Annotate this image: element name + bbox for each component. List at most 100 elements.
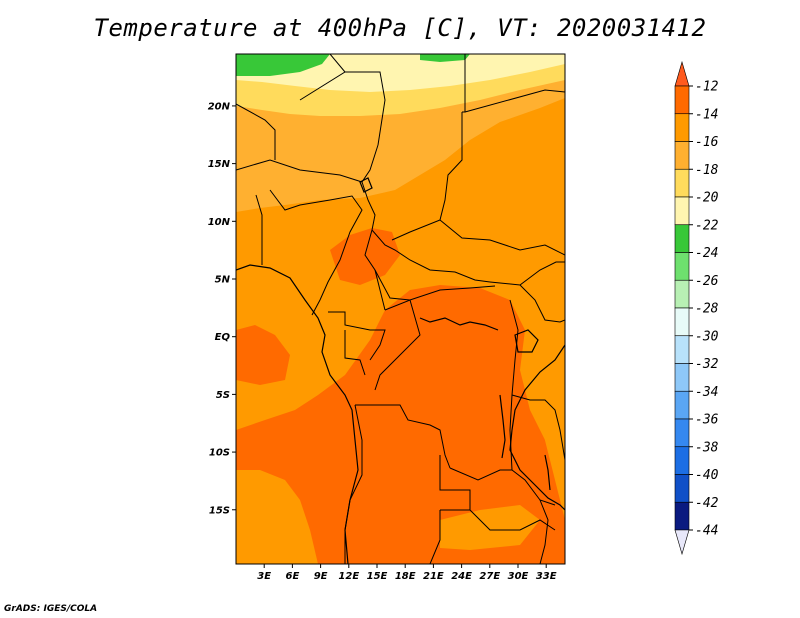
lon-tick-label: 24E	[451, 571, 472, 582]
lake-chad	[359, 177, 373, 193]
country-borders	[236, 54, 565, 564]
border-angola-east	[439, 455, 471, 511]
colorbar-swatch	[674, 85, 690, 115]
colorbar-swatch	[674, 363, 690, 392]
lon-tick-label: 15E	[367, 571, 388, 582]
colorbar-swatch	[674, 474, 690, 503]
border-algeria-niger	[236, 103, 276, 160]
colorbar-label: -24	[695, 246, 718, 261]
border-gabon-south	[344, 330, 366, 376]
lake-victoria	[514, 329, 539, 353]
colorbar-swatch	[674, 141, 690, 170]
colorbar-swatch	[674, 446, 690, 475]
lon-tick-label: 12E	[338, 571, 359, 582]
colorbar-swatch	[674, 113, 690, 142]
border-libya-north	[299, 71, 386, 146]
border-uganda-kenya	[519, 284, 565, 323]
river-congo	[419, 317, 499, 331]
lat-tick-label: EQ	[215, 332, 231, 343]
latitude-axis: 20N 15N 10N 5N EQ 5S 10S 15S	[208, 101, 236, 516]
field-zone-orange-coast	[236, 470, 318, 564]
colorbar-swatch	[674, 335, 690, 364]
field-zone-deep-orange	[236, 285, 565, 564]
lon-tick-label: 33E	[536, 571, 557, 582]
lon-tick-label: 30E	[508, 571, 529, 582]
lat-tick-label: 5S	[216, 390, 230, 401]
colorbar-label: -22	[695, 218, 719, 233]
colorbar-label: -38	[695, 440, 719, 455]
border-congo-gabon	[328, 311, 386, 361]
colorbar-bottom-arrow	[674, 529, 690, 556]
border-benin-togo	[255, 194, 263, 265]
border-car-south	[374, 269, 496, 301]
border-niger-chad	[329, 54, 346, 73]
lat-tick-label: 15N	[208, 159, 231, 170]
border-mozambique	[539, 499, 549, 564]
field-zone-orange-southeast	[440, 505, 540, 550]
colorbar-swatch	[674, 390, 690, 420]
colorbar-label: -14	[695, 107, 718, 122]
border-drc-north	[374, 299, 421, 391]
lon-tick-label: 3E	[257, 571, 271, 582]
colorbar-label: -12	[695, 80, 719, 95]
coast-east-africa	[509, 344, 565, 511]
border-sudan-north	[464, 89, 565, 113]
colorbar-swatch	[674, 196, 690, 226]
lon-tick-label: 27E	[479, 571, 500, 582]
colorbar-label: -42	[695, 496, 719, 511]
border-niger-south	[236, 159, 363, 183]
colorbar-swatch	[674, 418, 690, 448]
coast-west-africa	[236, 264, 359, 564]
colorbar-label: -16	[695, 135, 719, 150]
lat-tick-label: 15S	[209, 505, 230, 516]
border-sudan-southsudan	[439, 219, 565, 256]
border-car-north	[371, 229, 491, 283]
colorbar-swatch	[674, 224, 690, 253]
coastline	[236, 177, 565, 564]
colorbar-label: -28	[695, 302, 719, 317]
field-zone-green-east	[420, 54, 470, 62]
lon-tick-label: 18E	[395, 571, 416, 582]
colorbar-label: -32	[695, 357, 719, 372]
lon-tick-label: 21E	[423, 571, 444, 582]
plot-title: Temperature at 400hPa [C], VT: 202003141…	[93, 14, 707, 42]
border-tanzania	[511, 394, 565, 461]
colorbar: -12 -14 -16 -18 -20 -22 -24 -26 -28 -30 -32 -34 -36 -…	[674, 60, 719, 556]
colorbar-label: -34	[695, 385, 718, 400]
lon-tick-label: 9E	[314, 571, 328, 582]
map-frame	[235, 53, 566, 565]
border-nigeria	[269, 189, 363, 316]
longitude-axis: 3E 6E 9E 12E 15E 18E 21E 24E 27E 30E 33E	[257, 564, 557, 582]
border-southsudan-east	[489, 261, 565, 286]
colorbar-swatch	[674, 252, 690, 281]
colorbar-label: -40	[695, 468, 719, 483]
colorbar-swatch	[674, 501, 690, 531]
colorbar-label: -44	[695, 524, 718, 539]
border-chad-east	[391, 112, 463, 241]
lat-tick-label: 10N	[208, 217, 231, 228]
colorbar-label: -26	[695, 274, 719, 289]
colorbar-swatch	[674, 279, 690, 309]
lat-tick-label: 20N	[208, 101, 231, 112]
field-zone-deep-orange-west	[236, 325, 290, 385]
colorbar-swatch	[674, 168, 690, 198]
lat-tick-label: 5N	[215, 275, 231, 286]
colorbar-label: -18	[695, 163, 719, 178]
border-zimbabwe	[469, 509, 556, 531]
border-angola-north	[355, 404, 451, 469]
border-namibia-botswana	[429, 510, 441, 564]
border-drc-east	[509, 299, 519, 471]
border-cameroon-east	[364, 229, 386, 311]
colorbar-label: -30	[695, 329, 719, 344]
grads-credit: GrADS: IGES/COLA	[4, 604, 98, 614]
colorbar-swatch	[674, 307, 690, 337]
lon-tick-label: 6E	[286, 571, 300, 582]
colorbar-label: -36	[695, 413, 719, 428]
colorbar-label: -20	[695, 191, 719, 206]
lake-malawi	[544, 454, 551, 491]
lake-tanganyika	[499, 394, 506, 459]
temperature-field	[236, 54, 565, 564]
lat-tick-label: 10S	[209, 448, 230, 459]
colorbar-top-arrow	[674, 60, 690, 87]
